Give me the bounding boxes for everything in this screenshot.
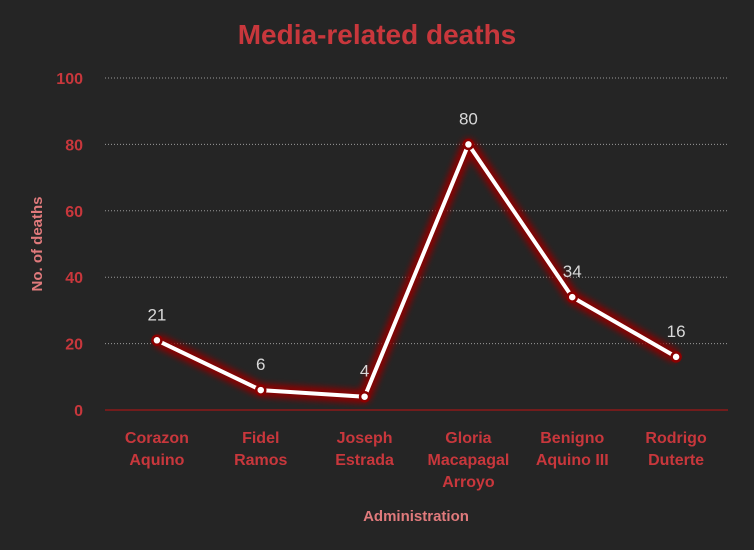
data-label: 80 [459,109,478,128]
x-tick-label: Gloria Macapagal Arroyo [428,430,510,491]
y-axis-ticks: 0 20 40 60 80 100 [56,71,83,420]
x-axis-label: Administration [363,508,469,525]
data-point [566,291,578,303]
y-tick-label: 100 [56,71,83,88]
series-line [154,142,679,399]
grid-layer [105,77,728,411]
y-tick-label: 40 [65,270,83,287]
y-tick-label: 80 [65,137,83,154]
data-point [670,351,682,363]
x-tick-label: Fidel Ramos [234,430,287,469]
x-tick-label: Benigno Aquino III [536,430,609,469]
series-layer [151,138,682,403]
y-tick-label: 0 [74,403,83,420]
x-tick-label: Corazon Aquino [125,430,189,469]
data-label: 34 [563,262,582,281]
data-label: 6 [256,355,265,374]
data-labels: 21 6 4 80 34 16 [147,109,685,380]
chart-title: Media-related deaths [238,19,517,50]
y-axis-label: No. of deaths [29,196,46,291]
data-point [151,334,163,347]
data-point [358,390,371,403]
data-label: 21 [147,305,166,324]
data-label: 16 [667,322,686,341]
data-point [462,138,475,151]
data-point [255,384,267,396]
x-tick-label: Joseph Estrada [335,430,394,469]
x-tick-label: Rodrigo Duterte [645,430,707,469]
x-axis-ticks: Corazon Aquino Fidel Ramos Joseph Estrada Glor… [125,430,707,491]
y-tick-label: 60 [65,204,83,221]
y-tick-label: 20 [65,337,83,354]
data-label: 4 [360,362,369,381]
